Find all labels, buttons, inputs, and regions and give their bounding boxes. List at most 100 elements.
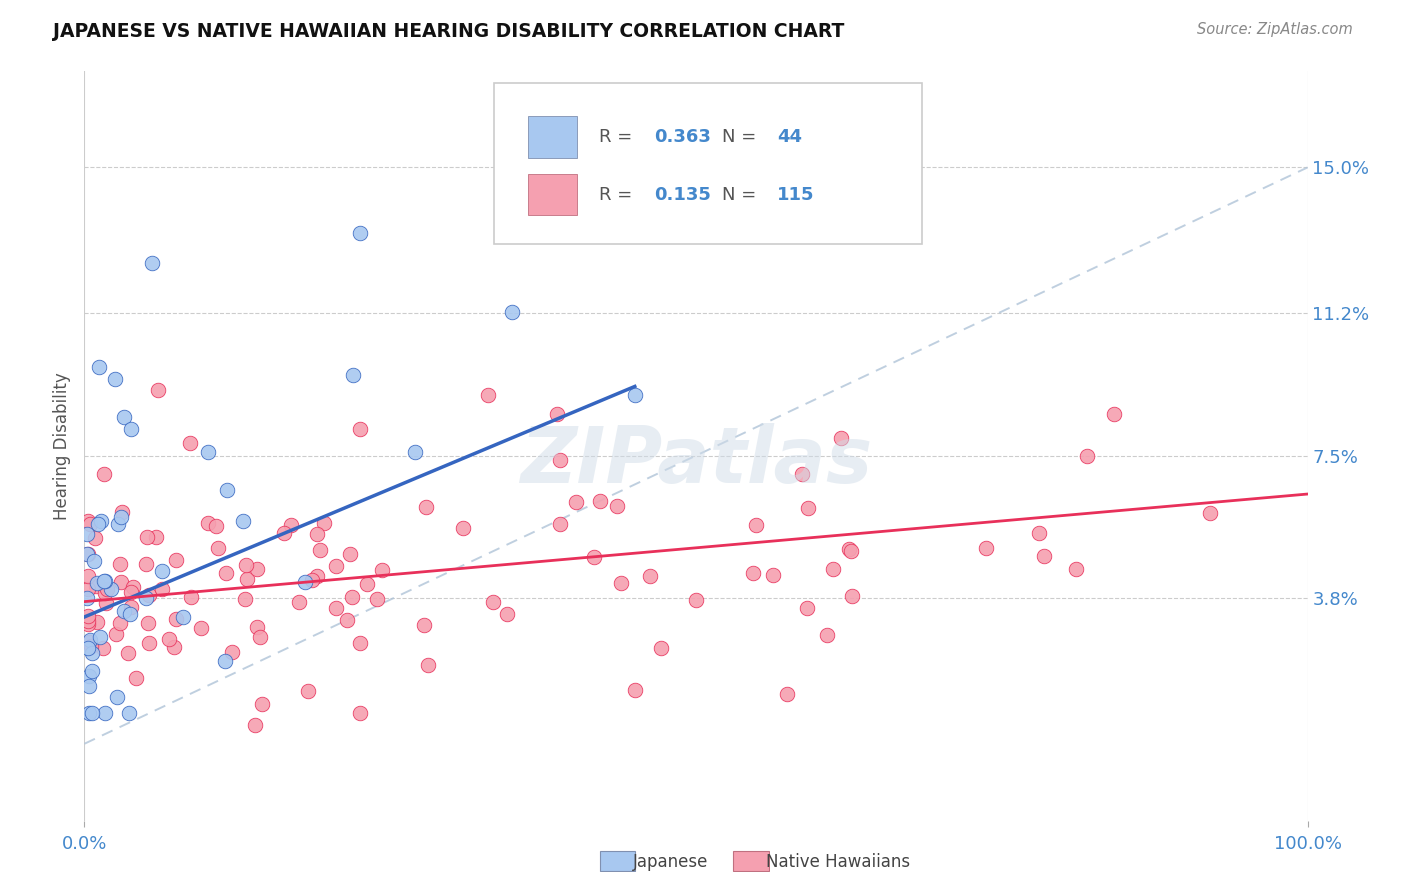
Point [548, 516, 571, 531]
Text: 0.363: 0.363 [654, 128, 711, 146]
Point [215, 483, 238, 497]
Point [349, 226, 371, 240]
Point [214, 654, 236, 668]
Point [790, 467, 813, 481]
Point [96, 582, 118, 597]
Point [744, 517, 766, 532]
Point [165, 612, 187, 626]
Text: Japanese: Japanese [633, 853, 709, 871]
Text: 44: 44 [776, 128, 801, 146]
Point [80, 639, 103, 653]
Point [117, 647, 139, 661]
Point [76, 547, 98, 561]
Point [273, 526, 295, 541]
Point [76, 591, 98, 606]
Point [93, 706, 115, 720]
Point [215, 566, 238, 580]
Point [108, 616, 131, 631]
Point [197, 445, 219, 459]
Point [89, 630, 111, 644]
Point [685, 592, 707, 607]
Point [124, 671, 146, 685]
Point [342, 368, 364, 382]
Point [564, 495, 586, 509]
Point [80, 664, 103, 678]
Point [86, 615, 108, 629]
FancyBboxPatch shape [494, 83, 922, 244]
Point [582, 549, 605, 564]
FancyBboxPatch shape [529, 116, 578, 158]
Text: N =: N = [721, 128, 762, 146]
Text: N =: N = [721, 186, 762, 204]
Text: JAPANESE VS NATIVE HAWAIIAN HEARING DISABILITY CORRELATION CHART: JAPANESE VS NATIVE HAWAIIAN HEARING DISA… [53, 22, 845, 41]
Point [77, 514, 100, 528]
Point [294, 574, 316, 589]
Point [349, 635, 371, 649]
Point [120, 422, 142, 436]
Point [117, 706, 139, 720]
Point [76, 526, 98, 541]
Point [342, 590, 364, 604]
Point [120, 585, 142, 599]
Point [86, 575, 108, 590]
Point [245, 562, 267, 576]
Point [606, 499, 628, 513]
Point [121, 580, 143, 594]
Text: 0.135: 0.135 [654, 186, 711, 204]
Point [76, 641, 98, 656]
Point [79, 517, 101, 532]
Point [104, 626, 127, 640]
Point [157, 632, 180, 646]
Point [77, 614, 100, 628]
Point [77, 569, 100, 583]
FancyBboxPatch shape [529, 174, 578, 215]
Point [453, 521, 475, 535]
Point [235, 558, 257, 573]
Text: Native Hawaiians: Native Hawaiians [766, 853, 911, 871]
Point [90, 514, 112, 528]
Point [366, 592, 388, 607]
Point [83, 532, 105, 546]
Point [204, 519, 226, 533]
Point [100, 582, 122, 597]
Point [135, 557, 157, 571]
Point [815, 628, 838, 642]
Point [232, 515, 254, 529]
Point [77, 669, 100, 683]
Point [82, 646, 104, 660]
Point [221, 645, 243, 659]
Point [135, 591, 157, 605]
Text: ZIPatlas: ZIPatlas [520, 423, 872, 499]
Point [163, 640, 186, 655]
Point [830, 431, 852, 445]
Point [197, 516, 219, 530]
Point [496, 607, 519, 622]
Point [349, 706, 371, 721]
Y-axis label: Hearing Disability: Hearing Disability [53, 372, 72, 520]
Point [305, 569, 328, 583]
Point [77, 547, 100, 561]
Point [77, 679, 100, 693]
Point [252, 697, 274, 711]
Point [246, 619, 269, 633]
Point [742, 566, 765, 580]
Point [136, 530, 159, 544]
Point [624, 683, 647, 698]
Point [179, 435, 201, 450]
Point [349, 422, 371, 436]
Point [288, 595, 311, 609]
Point [110, 510, 132, 524]
Text: Source: ZipAtlas.com: Source: ZipAtlas.com [1197, 22, 1353, 37]
Point [91, 640, 114, 655]
Point [776, 687, 799, 701]
Point [165, 553, 187, 567]
Point [136, 616, 159, 631]
Point [482, 595, 505, 609]
Point [145, 531, 167, 545]
Point [356, 577, 378, 591]
Point [336, 613, 359, 627]
Point [94, 596, 117, 610]
Point [307, 527, 329, 541]
Point [624, 388, 647, 402]
Point [650, 641, 672, 656]
